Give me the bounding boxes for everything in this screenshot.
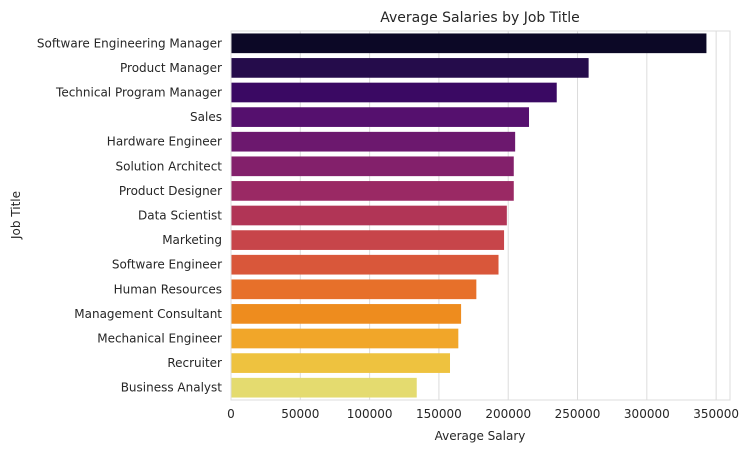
y-tick-label: Human Resources (114, 282, 222, 296)
y-tick-label: Product Designer (119, 184, 222, 198)
y-tick-label: Product Manager (120, 61, 222, 75)
x-tick-label: 300000 (624, 407, 670, 421)
y-tick-label: Technical Program Manager (55, 86, 222, 100)
y-tick-label: Software Engineering Manager (37, 36, 222, 50)
x-tick-label: 250000 (555, 407, 601, 421)
bar (231, 156, 514, 177)
y-tick-label: Software Engineer (112, 258, 222, 272)
x-tick-label: 50000 (281, 407, 319, 421)
x-tick-label: 200000 (485, 407, 531, 421)
y-tick-label: Solution Architect (115, 159, 222, 173)
y-tick-label: Recruiter (167, 356, 222, 370)
x-tick-label: 0 (227, 407, 235, 421)
bar (231, 58, 589, 78)
bars (231, 33, 707, 398)
bar (231, 353, 451, 373)
bar (231, 304, 462, 324)
plot-frame (230, 30, 731, 401)
bar (231, 254, 499, 275)
y-tick-label: Hardware Engineer (107, 135, 222, 149)
bar (231, 33, 707, 54)
bar (231, 279, 477, 300)
bar (231, 107, 530, 127)
y-tick-label: Management Consultant (74, 307, 222, 321)
y-tick-label: Marketing (162, 233, 222, 247)
x-tick-label: 100000 (347, 407, 393, 421)
bar (231, 131, 516, 152)
chart-title: Average Salaries by Job Title (380, 10, 580, 26)
bar (231, 377, 417, 398)
bar (231, 205, 507, 226)
y-tick-label: Sales (190, 110, 222, 124)
bar (231, 181, 514, 201)
x-tick-label: 150000 (416, 407, 462, 421)
y-tick-label: Data Scientist (138, 209, 222, 223)
bar (231, 328, 459, 349)
y-tick-label: Business Analyst (121, 381, 223, 395)
y-axis-title: Job Title (9, 191, 23, 240)
bar (231, 82, 557, 103)
bar (231, 230, 505, 250)
x-tick-labels: 0 50000 100000 150000 200000 250000 300000 3500… (227, 407, 739, 421)
x-tick-label: 350000 (693, 407, 739, 421)
y-tick-labels: Software Engineering Manager Product Mana… (37, 36, 222, 394)
x-axis-title: Average Salary (435, 429, 526, 443)
y-tick-label: Mechanical Engineer (97, 332, 222, 346)
